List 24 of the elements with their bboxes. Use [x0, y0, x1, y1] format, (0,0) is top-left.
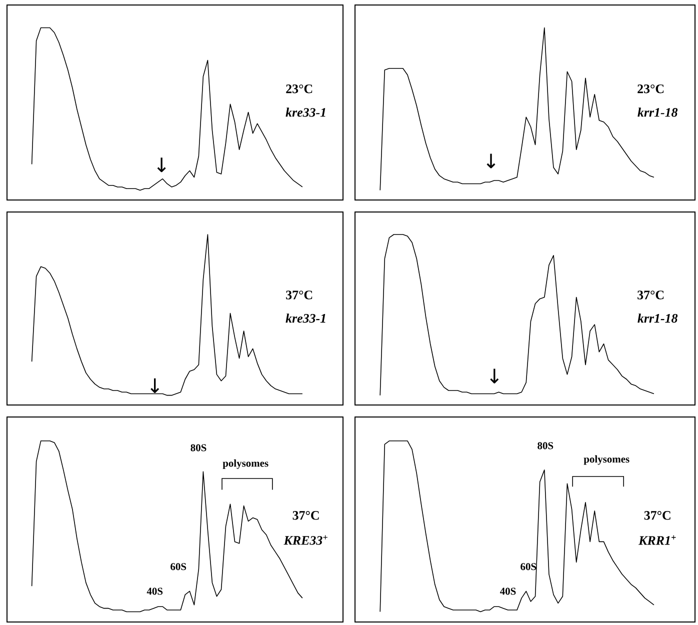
text: 37°C	[286, 290, 312, 300]
text: 37°C	[292, 511, 319, 520]
text: 23°C	[638, 84, 664, 94]
annotation: 40S	[146, 588, 163, 595]
text: 37°C	[644, 511, 670, 520]
text: krr1-18	[638, 314, 678, 323]
text: kre33-1	[286, 108, 326, 117]
text: KRE33$^{+}$	[284, 535, 328, 545]
annotation: 60S	[520, 563, 536, 570]
annotation: polysomes	[222, 459, 268, 469]
annotation: ↓	[490, 368, 499, 384]
text: krr1-18	[638, 108, 678, 117]
text: kre33-1	[286, 314, 326, 323]
text: 23°C	[286, 84, 312, 94]
annotation: 80S	[538, 442, 554, 450]
annotation: polysomes	[584, 455, 630, 465]
text: 37°C	[638, 290, 664, 300]
annotation: ↓	[157, 158, 166, 172]
annotation: 60S	[170, 563, 186, 570]
annotation: 80S	[190, 444, 206, 452]
text: KRR1$^{+}$	[638, 535, 676, 545]
annotation: ↓	[150, 378, 160, 393]
annotation: 40S	[500, 588, 516, 595]
annotation: ↓	[486, 154, 496, 168]
